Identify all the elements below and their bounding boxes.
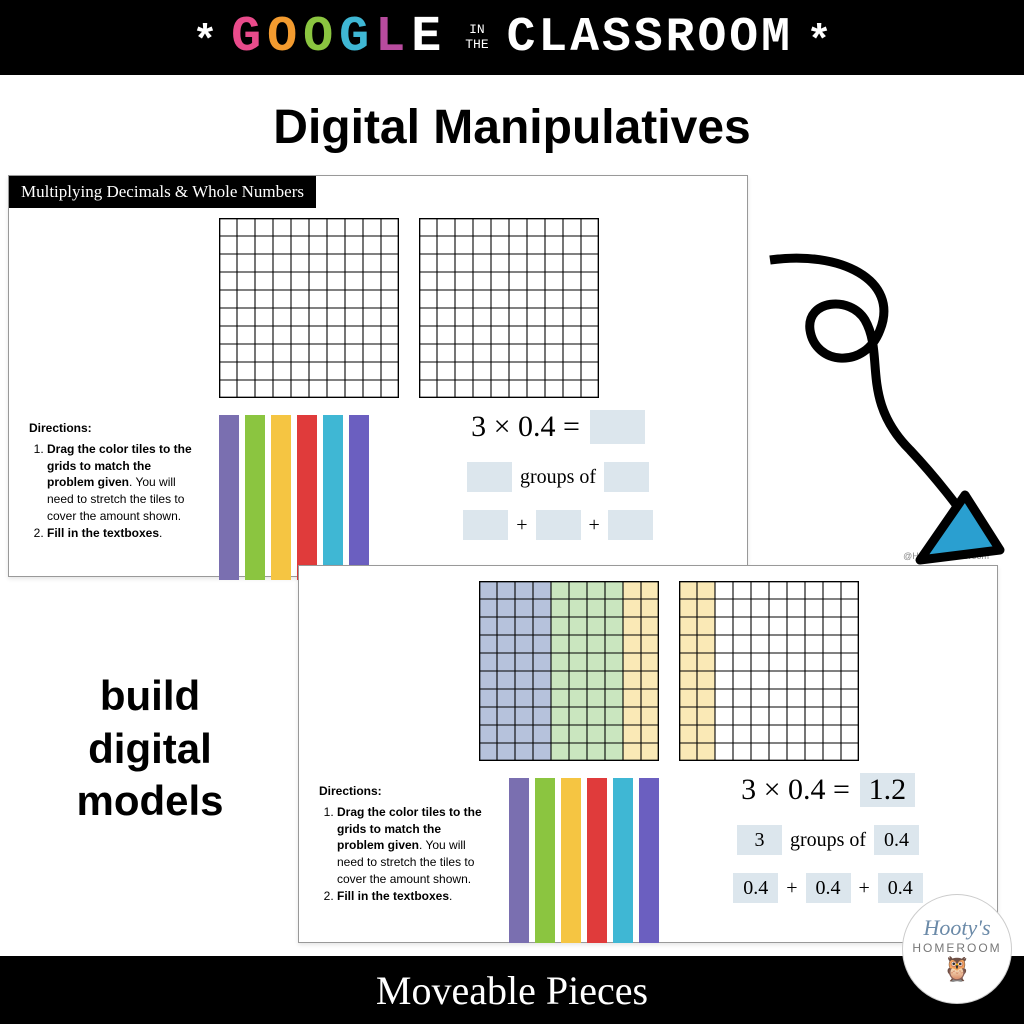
top-banner: * GOOGLE IN THE CLASSROOM *	[0, 0, 1024, 75]
color-tile[interactable]	[349, 415, 369, 580]
grid-1[interactable]	[219, 218, 399, 398]
answer-add-2[interactable]: 0.4	[806, 873, 851, 903]
logo-badge: Hooty's HOMEROOM 🦉	[902, 894, 1012, 1004]
the-label: THE	[465, 37, 488, 52]
side-line-3: models	[30, 775, 270, 828]
google-word: GOOGLE	[231, 9, 447, 66]
groups-of-label: groups of	[520, 466, 596, 489]
color-tile[interactable]	[219, 415, 239, 580]
side-line-2: digital	[30, 723, 270, 776]
directions: Directions: Drag the color tiles to the …	[319, 773, 489, 943]
answer-groups-n[interactable]: 3	[737, 825, 782, 855]
answer-groups-n[interactable]	[467, 462, 512, 492]
asterisk-left: *	[197, 14, 213, 62]
answer-groups-of[interactable]: 0.4	[874, 825, 919, 855]
logo-line-2: HOMEROOM	[912, 941, 1001, 955]
directions-title: Directions:	[29, 421, 92, 435]
curly-arrow-icon	[710, 240, 1010, 590]
in-label: IN	[469, 22, 485, 37]
answer-result[interactable]: 1.2	[860, 773, 915, 807]
answer-result[interactable]	[590, 410, 645, 444]
page-title: Digital Manipulatives	[0, 100, 1024, 155]
answer-add-2[interactable]	[536, 510, 581, 540]
color-tiles	[509, 773, 659, 943]
side-caption: build digital models	[30, 670, 270, 828]
directions-title: Directions:	[319, 784, 382, 798]
logo-line-1: Hooty's	[923, 915, 990, 941]
color-tile[interactable]	[639, 778, 659, 943]
color-tile[interactable]	[323, 415, 343, 580]
color-tile[interactable]	[509, 778, 529, 943]
owl-icon: 🦉	[942, 955, 972, 984]
color-tile[interactable]	[587, 778, 607, 943]
direction-2: Fill in the textboxes.	[337, 888, 489, 905]
bottom-banner: Moveable Pieces	[0, 956, 1024, 1024]
color-tiles	[219, 410, 369, 580]
slide-before: Multiplying Decimals & Whole Numbers Dir…	[8, 175, 748, 577]
credit: @Hooty's Homeroom	[903, 551, 989, 561]
side-line-1: build	[30, 670, 270, 723]
color-tile[interactable]	[245, 415, 265, 580]
plus-2: +	[589, 514, 600, 537]
asterisk-right: *	[811, 14, 827, 62]
answer-add-1[interactable]: 0.4	[733, 873, 778, 903]
direction-1: Drag the color tiles to the grids to mat…	[47, 441, 199, 525]
answer-add-1[interactable]	[463, 510, 508, 540]
directions: Directions: Drag the color tiles to the …	[29, 410, 199, 580]
equation-lhs: 3 × 0.4 =	[741, 773, 850, 807]
color-tile[interactable]	[535, 778, 555, 943]
grid-1-filled[interactable]	[479, 581, 659, 761]
slide-header: Multiplying Decimals & Whole Numbers	[9, 176, 316, 208]
plus-1: +	[516, 514, 527, 537]
color-tile[interactable]	[297, 415, 317, 580]
equation-area: 3 × 0.4 = groups of + +	[389, 410, 727, 580]
slide-after: @Hooty's Homeroom Directions: Drag the c…	[298, 565, 998, 943]
grid-2[interactable]	[419, 218, 599, 398]
groups-of-label: groups of	[790, 829, 866, 852]
in-the: IN THE	[465, 23, 488, 52]
answer-add-3[interactable]	[608, 510, 653, 540]
classroom-word: CLASSROOM	[507, 11, 793, 65]
answer-add-3[interactable]: 0.4	[878, 873, 923, 903]
direction-2: Fill in the textboxes.	[47, 525, 199, 542]
color-tile[interactable]	[561, 778, 581, 943]
equation-lhs: 3 × 0.4 =	[471, 410, 580, 444]
plus-2: +	[859, 877, 870, 900]
grid-2-filled[interactable]	[679, 581, 859, 761]
plus-1: +	[786, 877, 797, 900]
color-tile[interactable]	[613, 778, 633, 943]
answer-groups-of[interactable]	[604, 462, 649, 492]
color-tile[interactable]	[271, 415, 291, 580]
direction-1: Drag the color tiles to the grids to mat…	[337, 804, 489, 888]
